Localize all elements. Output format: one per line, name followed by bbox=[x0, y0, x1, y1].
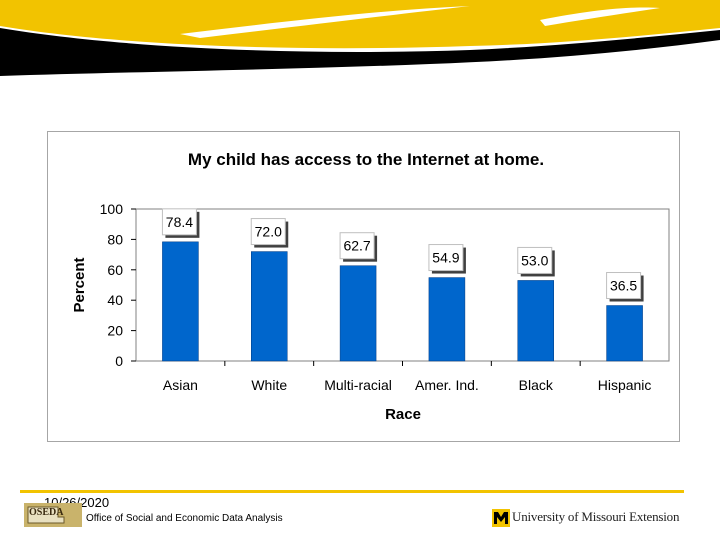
bar-chart: My child has access to the Internet at h… bbox=[71, 150, 670, 423]
y-tick-label: 80 bbox=[107, 231, 123, 247]
x-tick-label: Multi-racial bbox=[324, 377, 392, 393]
bar bbox=[517, 280, 554, 362]
data-label-box bbox=[606, 272, 642, 300]
oseda-logo-text: OSEDA bbox=[29, 507, 64, 518]
header-yellow-band bbox=[0, 0, 720, 49]
footer-extension-name: University of Missouri Extension bbox=[512, 509, 680, 524]
bar bbox=[162, 241, 199, 362]
x-tick-label: Amer. Ind. bbox=[415, 377, 479, 393]
bar bbox=[339, 265, 377, 362]
x-tick-label: Black bbox=[519, 377, 554, 393]
y-axis-title: Percent bbox=[71, 257, 88, 312]
data-labels: 78.4 72.0 62.7 54.9 53.0 36.5 bbox=[161, 208, 644, 302]
oseda-logo: OSEDA bbox=[24, 503, 82, 527]
chart-title: My child has access to the Internet at h… bbox=[188, 150, 544, 169]
footer-office-name: Office of Social and Economic Data Analy… bbox=[86, 513, 283, 524]
footer-rule bbox=[20, 490, 684, 493]
data-label: 72.0 bbox=[255, 224, 282, 240]
y-tick-label: 40 bbox=[107, 292, 123, 308]
data-label: 53.0 bbox=[521, 252, 548, 268]
data-label: 36.5 bbox=[610, 278, 637, 294]
header-swoosh bbox=[0, 0, 720, 76]
data-label-box bbox=[161, 208, 197, 236]
data-label: 54.9 bbox=[432, 250, 459, 266]
mu-tiger-icon bbox=[492, 509, 510, 527]
y-tick-label: 60 bbox=[107, 262, 123, 278]
y-tick-label: 100 bbox=[100, 201, 124, 217]
y-tick-label: 20 bbox=[107, 323, 123, 339]
data-label: 62.7 bbox=[343, 238, 370, 254]
bars bbox=[162, 241, 643, 362]
data-label-box bbox=[428, 244, 464, 272]
header-white-streak bbox=[180, 6, 470, 38]
x-tick-label: Asian bbox=[163, 377, 198, 393]
header-black-band bbox=[0, 28, 720, 76]
bar bbox=[251, 251, 288, 362]
data-label-box bbox=[339, 232, 375, 260]
header-white-streak-2 bbox=[540, 7, 660, 26]
bar bbox=[428, 277, 466, 362]
y-tick-label: 0 bbox=[115, 353, 123, 369]
axes: 0 20 40 60 80 100 Asian White Multi-racial Amer. … bbox=[100, 201, 670, 393]
data-label-box bbox=[517, 246, 553, 274]
bar bbox=[606, 305, 643, 362]
data-label: 78.4 bbox=[166, 214, 193, 230]
plot-area bbox=[135, 208, 670, 362]
chart-frame: My child has access to the Internet at h… bbox=[47, 131, 680, 442]
x-tick-label: White bbox=[251, 377, 287, 393]
data-label-box bbox=[250, 218, 286, 246]
x-axis-title: Race bbox=[385, 406, 421, 423]
x-tick-label: Hispanic bbox=[598, 377, 652, 393]
